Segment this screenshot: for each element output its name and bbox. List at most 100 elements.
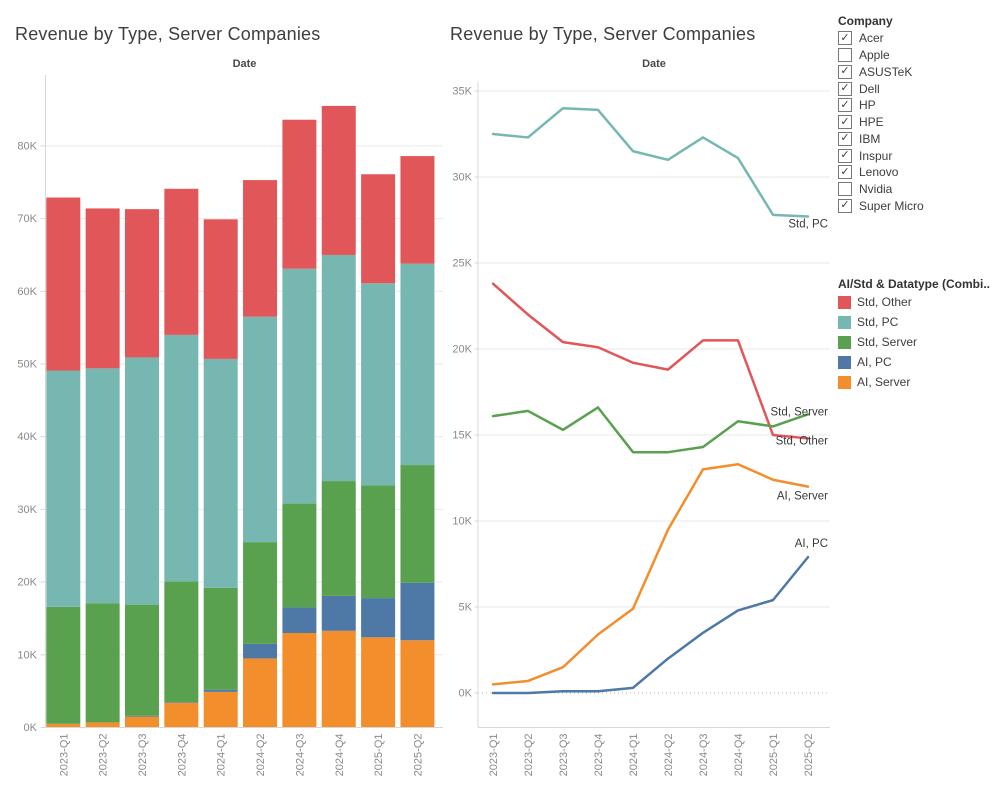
checkbox-checked[interactable]: ✓ bbox=[838, 198, 852, 213]
company-filter-item[interactable]: ✓ ASUSTeK bbox=[838, 64, 1000, 81]
company-filter-label[interactable]: ASUSTeK bbox=[859, 64, 913, 79]
bar-segment[interactable] bbox=[243, 316, 278, 543]
checkbox-checked[interactable]: ✓ bbox=[838, 31, 852, 46]
bar-segment[interactable] bbox=[46, 606, 81, 724]
bar-segment[interactable] bbox=[361, 174, 396, 284]
checkbox-checked[interactable]: ✓ bbox=[838, 98, 852, 113]
company-filter-item[interactable]: ✓ Dell bbox=[838, 80, 1000, 97]
bar-segment[interactable] bbox=[46, 197, 81, 371]
company-filter-item[interactable]: ✓ Inspur bbox=[838, 147, 1000, 164]
company-filter-item[interactable]: ✓ HP bbox=[838, 97, 1000, 114]
series-line[interactable] bbox=[491, 406, 810, 454]
bar-segment[interactable] bbox=[203, 689, 238, 692]
checkbox-checked[interactable]: ✓ bbox=[838, 165, 852, 180]
bar-segment[interactable] bbox=[321, 630, 356, 728]
right-chart-title: Revenue by Type, Server Companies bbox=[450, 24, 756, 44]
bar-segment[interactable] bbox=[282, 503, 317, 608]
bar-segment[interactable] bbox=[243, 643, 278, 659]
color-legend-item[interactable]: AI, PC bbox=[838, 352, 1000, 372]
company-filter-label[interactable]: Acer bbox=[859, 31, 884, 46]
company-filter-label[interactable]: Dell bbox=[859, 81, 880, 96]
company-filter-item[interactable]: ✓ Super Micro bbox=[838, 198, 1000, 215]
series-line[interactable] bbox=[491, 555, 810, 695]
bar-segment[interactable] bbox=[400, 156, 435, 264]
bar-segment[interactable] bbox=[400, 263, 435, 466]
bar-segment[interactable] bbox=[164, 702, 199, 703]
bar-segment[interactable] bbox=[282, 607, 317, 633]
bar-segment[interactable] bbox=[361, 485, 396, 599]
color-legend-item[interactable]: Std, PC bbox=[838, 312, 1000, 332]
bar-segment[interactable] bbox=[321, 105, 356, 255]
legend-color-swatch bbox=[838, 375, 851, 389]
bar-segment[interactable] bbox=[46, 723, 81, 728]
company-filter-label[interactable]: HP bbox=[859, 98, 876, 113]
bar-segment[interactable] bbox=[85, 208, 120, 369]
bar-segment[interactable] bbox=[164, 702, 199, 728]
bar-segment[interactable] bbox=[282, 119, 317, 269]
bar-segment[interactable] bbox=[203, 691, 238, 728]
company-filter-label[interactable]: IBM bbox=[859, 131, 881, 146]
checkbox-unchecked[interactable] bbox=[838, 48, 852, 63]
y-axis-tick-label: 40K bbox=[17, 431, 37, 443]
bar-segment[interactable] bbox=[321, 254, 356, 482]
bar-segment[interactable] bbox=[125, 716, 159, 728]
bar-segment[interactable] bbox=[203, 358, 238, 588]
checkbox-checked[interactable]: ✓ bbox=[838, 81, 852, 96]
checkbox-unchecked[interactable] bbox=[838, 182, 852, 197]
company-filter-label[interactable]: HPE bbox=[859, 115, 884, 130]
left-chart-x-axis-title: Date bbox=[232, 58, 257, 70]
bar-segment[interactable] bbox=[203, 587, 238, 690]
bar-segment[interactable] bbox=[203, 219, 238, 359]
bar-segment[interactable] bbox=[164, 188, 199, 335]
bar-segment[interactable] bbox=[282, 632, 317, 728]
checkbox-checked[interactable]: ✓ bbox=[838, 115, 852, 130]
series-line[interactable] bbox=[491, 106, 810, 218]
bar-segment[interactable] bbox=[243, 658, 278, 728]
bar-segment[interactable] bbox=[85, 603, 120, 723]
bar-segment[interactable] bbox=[361, 283, 396, 486]
bar-segment[interactable] bbox=[321, 481, 356, 596]
company-filter-item[interactable]: ✓ HPE bbox=[838, 114, 1000, 131]
color-legend-item[interactable]: AI, Server bbox=[838, 372, 1000, 392]
company-filter-item[interactable]: ✓ IBM bbox=[838, 131, 1000, 148]
bar-segment[interactable] bbox=[243, 180, 278, 317]
color-legend-item[interactable]: Std, Other bbox=[838, 292, 1000, 312]
bar-segment[interactable] bbox=[46, 370, 81, 607]
bar-segment[interactable] bbox=[125, 209, 159, 358]
bar-segment[interactable] bbox=[282, 268, 317, 504]
bar-segment[interactable] bbox=[164, 334, 199, 582]
line-chart[interactable]: 0K 5K 10K 15K 20K 25K 30K 35K 2023-Q1 2023-Q2 2023… bbox=[450, 70, 840, 798]
bar-segment[interactable] bbox=[125, 357, 159, 605]
bar-segment[interactable] bbox=[243, 542, 278, 644]
bar-segment[interactable] bbox=[164, 581, 199, 703]
series-line[interactable] bbox=[491, 282, 810, 440]
checkbox-checked[interactable]: ✓ bbox=[838, 148, 852, 163]
bar-segment[interactable] bbox=[400, 582, 435, 641]
bar-segment[interactable] bbox=[400, 465, 435, 583]
company-filter-label[interactable]: Lenovo bbox=[859, 165, 899, 180]
company-filter-label[interactable]: Inspur bbox=[859, 148, 893, 163]
bar-segment[interactable] bbox=[125, 715, 159, 717]
color-legend-item[interactable]: Std, Server bbox=[838, 332, 1000, 352]
company-filter-item[interactable]: Apple bbox=[838, 47, 1000, 64]
company-filter-item[interactable]: ✓ Lenovo bbox=[838, 164, 1000, 181]
checkbox-checked[interactable]: ✓ bbox=[838, 131, 852, 146]
bar-segment[interactable] bbox=[125, 604, 159, 716]
x-axis-tick-label: 2023-Q1 bbox=[58, 734, 70, 777]
company-filter-item[interactable]: ✓ Acer bbox=[838, 30, 1000, 47]
bar-segment[interactable] bbox=[361, 598, 396, 638]
bar-segment[interactable] bbox=[85, 722, 120, 728]
company-filter-label[interactable]: Apple bbox=[859, 48, 890, 63]
bar-segment[interactable] bbox=[85, 368, 120, 604]
stacked-bar-chart[interactable]: 0K 10K 20K 30K 40K 50K 60K 70K 80K 2023-Q1 2023-Q2… bbox=[0, 70, 450, 798]
bar-segment[interactable] bbox=[361, 637, 396, 728]
company-filter-item[interactable]: Nvidia bbox=[838, 181, 1000, 198]
right-chart-x-axis-title: Date bbox=[642, 58, 666, 70]
bar-segment[interactable] bbox=[400, 640, 435, 728]
company-filter-label[interactable]: Super Micro bbox=[859, 198, 924, 213]
checkbox-checked[interactable]: ✓ bbox=[838, 64, 852, 79]
bar-segment[interactable] bbox=[321, 595, 356, 631]
company-filter-label[interactable]: Nvidia bbox=[859, 182, 893, 197]
legend-label: Std, Server bbox=[857, 335, 918, 349]
series-line[interactable] bbox=[491, 462, 810, 686]
